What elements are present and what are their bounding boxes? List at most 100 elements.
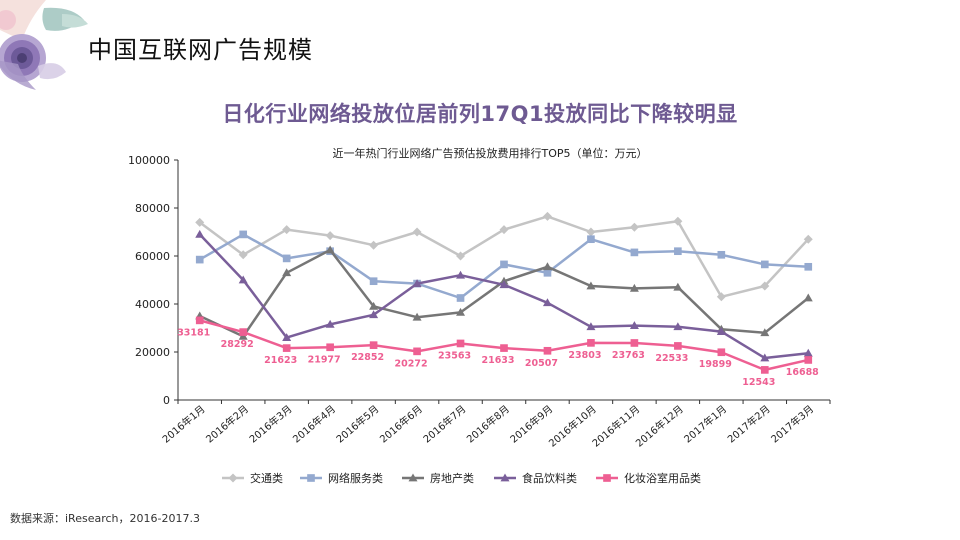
y-tick-label: 40000 [135,298,170,311]
data-label: 28292 [221,339,254,350]
data-point [307,474,315,482]
data-point [239,230,248,239]
data-point [803,234,813,244]
x-tick-label: 2016年9月 [507,402,555,445]
data-point [325,319,335,328]
chart-series: 33181 28292 21623 21977 22852 20272 23563 21633… [177,211,819,388]
data-point [542,298,552,307]
data-point [717,348,726,357]
data-point [587,235,595,244]
data-point [803,348,813,357]
data-point [543,268,552,277]
data-source-note: 数据来源：iResearch，2016-2017.3 [10,512,200,525]
data-point [456,294,465,302]
data-point [716,292,726,302]
legend-item: 房地产类 [402,471,474,485]
data-point [282,344,291,352]
data-label: 21623 [264,355,297,366]
headline: 日化行业网络投放位居前列17Q1投放同比下降较明显 [222,102,738,126]
data-point [369,341,378,349]
data-point [760,328,770,337]
legend-item: 化妆浴室用品类 [596,471,701,485]
data-point [238,250,248,260]
data-point [325,245,335,254]
data-point [674,247,682,256]
data-point [326,343,334,352]
data-label: 23563 [438,350,471,361]
y-tick-label: 80000 [135,202,170,215]
x-tick-label: 2016年5月 [333,402,381,445]
data-point [586,322,596,331]
data-point [228,473,238,483]
data-point [804,356,813,364]
legend-item: 食品饮料类 [494,471,577,485]
y-tick-label: 100000 [128,154,170,167]
x-tick-label: 2017年2月 [725,402,773,445]
data-point [456,307,466,316]
data-point [586,227,596,237]
slide-title: 中国互联网广告规模 [88,36,313,64]
data-point [195,255,204,264]
line-chart: 近一年热门行业网络广告预估投放费用排行TOP5（单位：万元） 0 20000 400… [128,146,831,485]
data-point [456,270,466,279]
data-point [412,227,422,237]
series-line [198,233,809,360]
data-point [542,211,552,221]
data-point [629,283,639,292]
data-label: 21633 [481,355,514,366]
data-point [542,262,552,271]
legend-label: 交通类 [250,471,283,485]
legend-item: 网络服务类 [300,471,383,485]
series-食品饮料类 [195,229,813,362]
series-化妆浴室用品类: 33181 28292 21623 21977 22852 20272 23563 21633… [177,316,819,388]
x-tick-label: 2016年12月 [633,402,686,449]
data-point [369,277,378,286]
data-point [630,339,639,347]
data-point [413,347,421,356]
legend-label: 网络服务类 [328,471,383,485]
chart-axes: 0 20000 40000 60000 80000 100000 2016年1月2016年2… [128,154,831,450]
data-label: 22852 [351,352,384,363]
data-point [760,281,770,291]
data-label: 20507 [525,358,558,369]
data-point [760,260,769,269]
data-point [282,225,292,235]
data-point [760,366,769,374]
data-point [456,251,466,261]
data-label: 23763 [612,350,645,361]
data-point [499,225,509,235]
data-point [673,322,683,331]
y-tick-label: 20000 [135,346,170,359]
legend-label: 食品饮料类 [522,471,577,485]
data-point [674,342,682,350]
data-point [804,262,813,271]
data-label: 19899 [699,359,732,370]
x-tick-label: 2016年6月 [377,402,425,445]
data-point [603,474,611,482]
data-label: 23803 [568,350,601,361]
data-point [195,217,205,227]
data-point [282,254,291,263]
data-point [499,280,509,289]
legend-label: 房地产类 [430,471,474,485]
data-label: 20272 [395,358,428,369]
data-point [717,250,726,259]
x-tick-label: 2017年1月 [681,402,729,445]
data-point [543,346,552,355]
data-point [587,339,595,347]
x-tick-label: 2017年3月 [768,402,816,445]
data-point [500,344,508,352]
x-tick-label: 2016年7月 [420,402,468,445]
x-tick-label: 2016年3月 [247,402,295,445]
series-网络服务类 [195,230,813,302]
data-point [412,279,422,287]
data-point [239,328,248,336]
data-point [282,268,292,277]
data-point [629,321,639,329]
data-label: 16688 [786,367,819,378]
data-point [673,282,683,291]
x-tick-label: 2016年2月 [203,402,251,445]
data-point [586,281,596,290]
floral-decoration [0,0,88,90]
data-point [195,316,204,325]
